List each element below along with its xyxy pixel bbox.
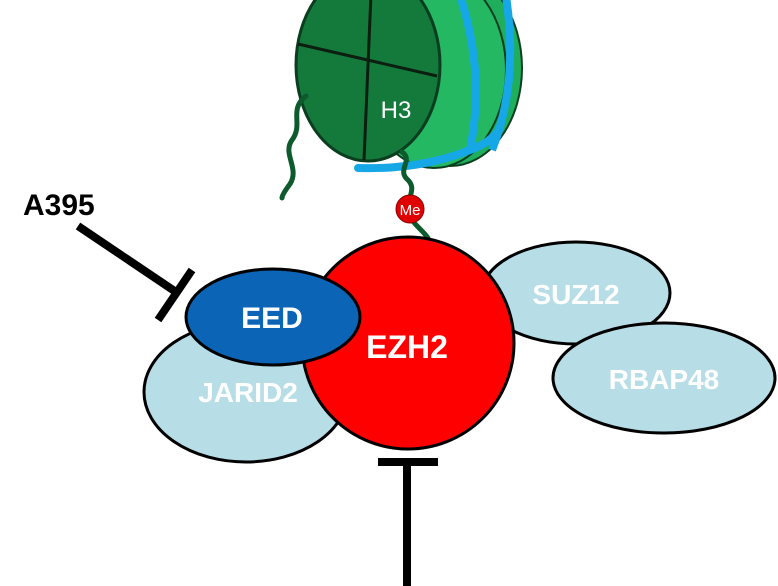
histone-divider-horizontal bbox=[297, 42, 438, 78]
a395-inhibitor-bar bbox=[75, 222, 196, 323]
eed-subunit bbox=[184, 267, 362, 367]
methyl-mark-label: Me bbox=[400, 202, 421, 219]
a395-inhibitor-cap bbox=[154, 267, 196, 323]
dna-bottom-wrap bbox=[354, 124, 504, 173]
rbap48-subunit bbox=[551, 321, 777, 435]
dna-strand-1 bbox=[457, 0, 480, 151]
histone-label: H3 bbox=[381, 97, 412, 124]
histone-divider-vertical bbox=[362, 0, 373, 161]
a395-inhibitor-stem bbox=[75, 222, 179, 296]
methyl-mark-circle bbox=[395, 194, 425, 224]
rbap48-label: RBAP48 bbox=[609, 364, 719, 395]
ezh2-inhibitor-bar bbox=[378, 458, 438, 586]
a395-label: A395 bbox=[23, 189, 95, 222]
jarid2-label: JARID2 bbox=[198, 377, 298, 408]
eed-label: EED bbox=[241, 302, 303, 335]
ezh2-label: EZH2 bbox=[366, 329, 448, 365]
histone-tail-left bbox=[279, 93, 309, 201]
methyl-mark: Me bbox=[395, 194, 425, 224]
nucleosome: H3 bbox=[279, 0, 523, 241]
suz12-label: SUZ12 bbox=[532, 279, 619, 310]
